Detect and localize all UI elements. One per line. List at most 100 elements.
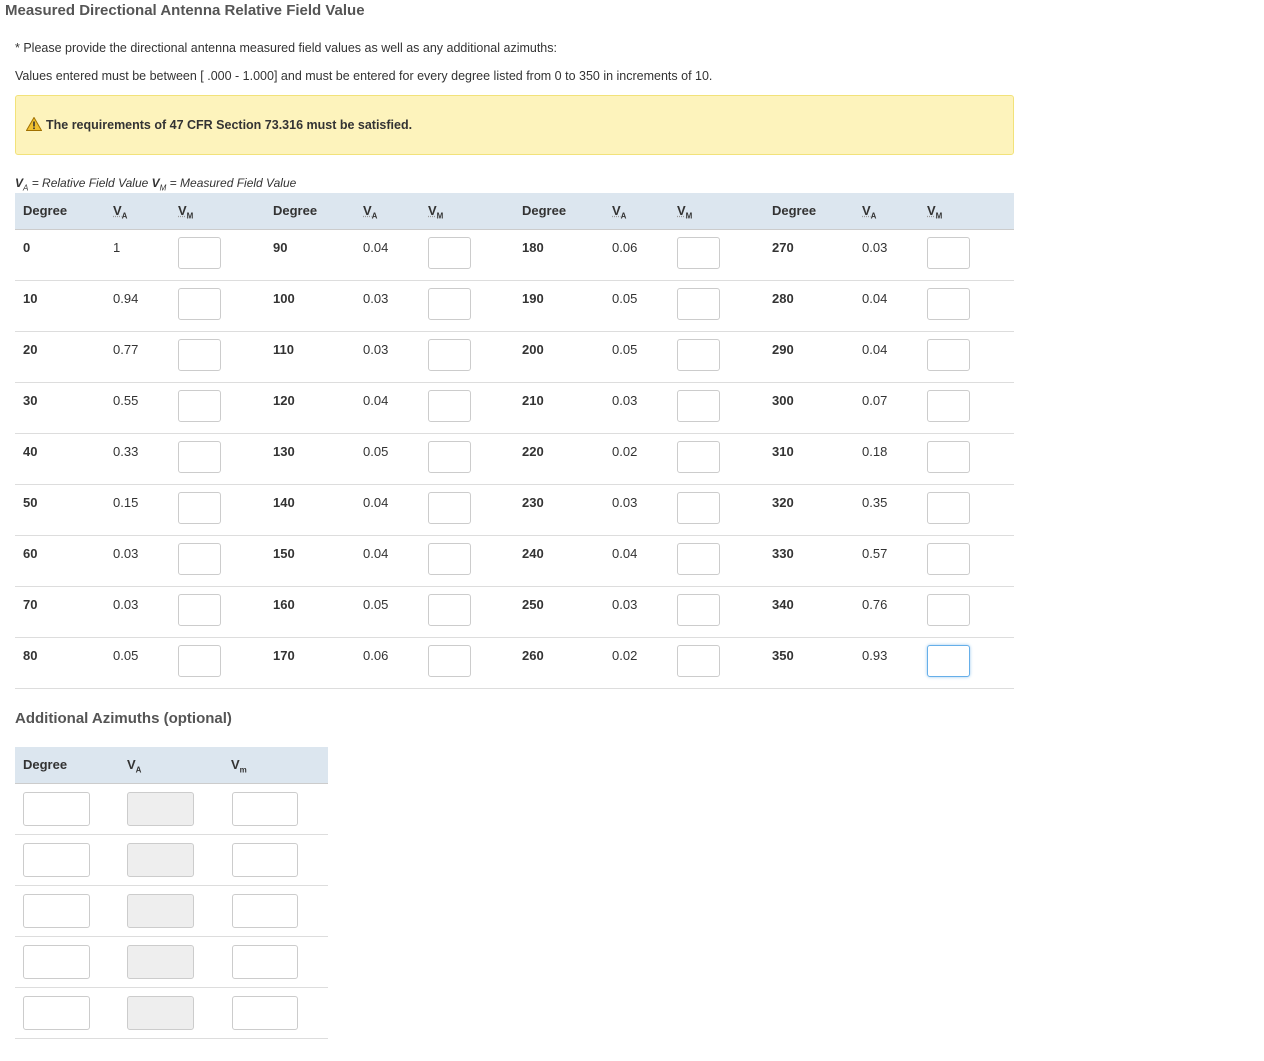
vm-input-300[interactable] [927, 390, 970, 422]
vm-input-290[interactable] [927, 339, 970, 371]
degree-cell: 30 [23, 393, 38, 408]
instruction-text: * Please provide the directional antenna… [15, 41, 557, 55]
additional-degree-input[interactable] [23, 792, 90, 826]
va-cell: 0.03 [612, 597, 638, 612]
degree-cell: 230 [522, 495, 544, 510]
additional-vm-input[interactable] [232, 894, 298, 928]
additional-va-input [127, 792, 194, 826]
additional-va-input [127, 894, 194, 928]
vm-input-240[interactable] [677, 543, 720, 575]
degree-cell: 180 [522, 240, 544, 255]
va-cell: 0.03 [113, 546, 139, 561]
vm-input-280[interactable] [927, 288, 970, 320]
vm-input-180[interactable] [677, 237, 720, 269]
degree-cell: 220 [522, 444, 544, 459]
degree-cell: 250 [522, 597, 544, 612]
vm-input-330[interactable] [927, 543, 970, 575]
table-row: 40 0.33 130 0.05 220 0.02 310 0.18 [15, 434, 1014, 485]
vm-input-200[interactable] [677, 339, 720, 371]
vm-input-20[interactable] [178, 339, 221, 371]
vm-input-210[interactable] [677, 390, 720, 422]
vm-input-50[interactable] [178, 492, 221, 524]
vm-input-250[interactable] [677, 594, 720, 626]
vm-input-150[interactable] [428, 543, 471, 575]
vm-input-260[interactable] [677, 645, 720, 677]
degree-cell: 240 [522, 546, 544, 561]
degree-cell: 310 [772, 444, 794, 459]
va-cell: 0.05 [612, 291, 638, 306]
va-cell: 0.03 [862, 240, 888, 255]
table-row: 50 0.15 140 0.04 230 0.03 320 0.35 [15, 485, 1014, 536]
va-cell: 0.06 [363, 648, 389, 663]
vm-input-90[interactable] [428, 237, 471, 269]
vm-input-170[interactable] [428, 645, 471, 677]
table-row: 0 1 90 0.04 180 0.06 270 0.03 [15, 230, 1014, 281]
additional-azimuths-title: Additional Azimuths (optional) [15, 710, 232, 727]
additional-vm-input[interactable] [232, 945, 298, 979]
vm-input-340[interactable] [927, 594, 970, 626]
vm-input-130[interactable] [428, 441, 471, 473]
header-degree: Degree [522, 203, 567, 218]
additional-va-input [127, 996, 194, 1030]
degree-cell: 210 [522, 393, 544, 408]
degree-cell: 120 [273, 393, 295, 408]
degree-cell: 190 [522, 291, 544, 306]
header-degree: Degree [772, 203, 817, 218]
vm-input-350[interactable] [927, 645, 970, 677]
degree-cell: 350 [772, 648, 794, 663]
va-cell: 0.04 [363, 495, 389, 510]
vm-input-190[interactable] [677, 288, 720, 320]
vm-input-230[interactable] [677, 492, 720, 524]
vm-input-310[interactable] [927, 441, 970, 473]
warning-triangle-icon [26, 117, 42, 131]
vm-input-270[interactable] [927, 237, 970, 269]
va-cell: 0.03 [113, 597, 139, 612]
header-vm: VM [677, 203, 693, 221]
additional-va-input [127, 843, 194, 877]
header-va: VA [862, 203, 877, 221]
va-cell: 0.04 [862, 342, 888, 357]
va-cell: 0.07 [862, 393, 888, 408]
vm-input-0[interactable] [178, 237, 221, 269]
additional-va-input [127, 945, 194, 979]
additional-degree-input[interactable] [23, 996, 90, 1030]
header-vm: VM [428, 203, 444, 221]
header-degree: Degree [23, 757, 68, 772]
va-cell: 0.18 [862, 444, 888, 459]
vm-input-140[interactable] [428, 492, 471, 524]
additional-vm-input[interactable] [232, 843, 298, 877]
va-cell: 0.77 [113, 342, 139, 357]
table-row: 20 0.77 110 0.03 200 0.05 290 0.04 [15, 332, 1014, 383]
vm-input-120[interactable] [428, 390, 471, 422]
additional-degree-input[interactable] [23, 945, 90, 979]
header-degree: Degree [23, 203, 68, 218]
degree-cell: 90 [273, 240, 288, 255]
va-cell: 0.03 [363, 342, 389, 357]
header-vm: VM [927, 203, 943, 221]
additional-vm-input[interactable] [232, 792, 298, 826]
va-cell: 0.35 [862, 495, 888, 510]
vm-input-70[interactable] [178, 594, 221, 626]
vm-input-40[interactable] [178, 441, 221, 473]
degree-cell: 160 [273, 597, 295, 612]
vm-input-160[interactable] [428, 594, 471, 626]
degree-cell: 290 [772, 342, 794, 357]
vm-input-320[interactable] [927, 492, 970, 524]
additional-degree-input[interactable] [23, 894, 90, 928]
va-cell: 0.03 [363, 291, 389, 306]
vm-input-10[interactable] [178, 288, 221, 320]
degree-cell: 260 [522, 648, 544, 663]
header-va: VA [612, 203, 627, 221]
vm-input-220[interactable] [677, 441, 720, 473]
vm-input-60[interactable] [178, 543, 221, 575]
additional-row [15, 835, 328, 886]
additional-degree-input[interactable] [23, 843, 90, 877]
vm-input-80[interactable] [178, 645, 221, 677]
vm-input-100[interactable] [428, 288, 471, 320]
alert-text: The requirements of 47 CFR Section 73.31… [46, 118, 413, 132]
degree-cell: 270 [772, 240, 794, 255]
degree-cell: 60 [23, 546, 38, 561]
vm-input-110[interactable] [428, 339, 471, 371]
vm-input-30[interactable] [178, 390, 221, 422]
additional-vm-input[interactable] [232, 996, 298, 1030]
